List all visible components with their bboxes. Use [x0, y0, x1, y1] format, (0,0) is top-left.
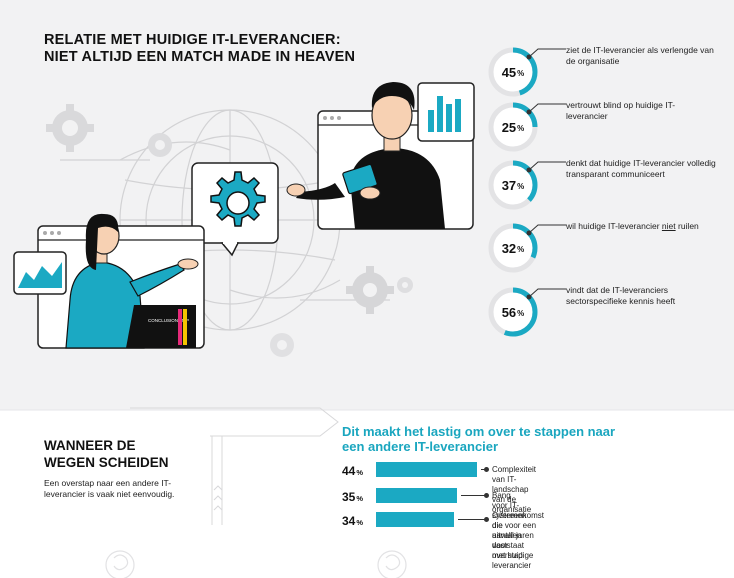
stat-item: 32% wil huidige IT-leverancier niet ruil…	[486, 221, 726, 275]
section-description: Een overstap naar een andere IT-leveranc…	[44, 478, 175, 499]
bar-label: Overeenkomst die voor een aantal jaren v…	[492, 511, 545, 570]
brain-icon	[105, 550, 135, 578]
stat-value: 56%	[501, 304, 525, 320]
bar-chart-card-icon	[417, 82, 475, 142]
stat-item: 45% ziet de IT-leverancier als verlengde…	[486, 45, 726, 99]
stat-value: 37%	[501, 177, 525, 193]
page-title: RELATIE MET HUIDIGE IT-LEVERANCIER: NIET…	[44, 32, 355, 66]
bar-connector-dot	[484, 493, 489, 498]
stat-value: 45%	[501, 64, 525, 80]
bottom-section	[0, 410, 734, 578]
obstacles-heading-line-1: Dit maakt het lastig om over te stappen …	[342, 424, 616, 439]
gear-icon	[210, 171, 266, 227]
stat-text: wil huidige IT-leverancier niet ruilen	[566, 221, 699, 231]
connector-line	[526, 288, 566, 300]
area-chart-card-icon	[13, 251, 67, 295]
stat-value: 25%	[501, 119, 525, 135]
stat-text: vertrouwt blind op huidige IT-leverancie…	[566, 100, 676, 121]
connector-line	[526, 161, 566, 173]
gear-icon	[270, 333, 294, 357]
stat-item: 25% vertrouwt blind op huidige IT-levera…	[486, 100, 726, 154]
bar-fill	[376, 488, 457, 503]
percentage-ring	[488, 160, 538, 210]
brain-icon	[377, 550, 407, 578]
bar-value: 34%	[342, 514, 364, 528]
stat-text-underlined: niet	[661, 221, 676, 231]
title-line-2: NIET ALTIJD EEN MATCH MADE IN HEAVEN	[44, 49, 356, 65]
stat-value: 32%	[501, 240, 525, 256]
section-heading-line-1: WANNEER DE	[44, 438, 136, 453]
gear-icon	[397, 277, 413, 293]
section-heading-line-2: WEGEN SCHEIDEN	[44, 455, 169, 470]
obstacles-heading-line-2: een andere IT-leverancier	[342, 439, 499, 454]
section-heading: WANNEER DE WEGEN SCHEIDEN	[44, 437, 169, 471]
bar-connector	[458, 519, 488, 520]
bar-fill	[376, 512, 455, 527]
bar-connector-dot	[484, 467, 489, 472]
percentage-ring	[488, 102, 538, 152]
connector-line	[526, 224, 566, 236]
stat-text: denkt dat huidige IT-leverancier volledi…	[566, 158, 716, 179]
road-sign-icon	[130, 407, 339, 525]
bottom-decoration	[0, 407, 734, 578]
gear-icon	[346, 266, 394, 314]
woman-figure: CONCLUSION MBP	[65, 213, 199, 349]
man-figure	[286, 82, 445, 229]
bar-connector	[460, 495, 488, 496]
stat-text: vindt dat de IT-leveranciers sectorspeci…	[566, 285, 676, 306]
bar-connector-dot	[484, 517, 489, 522]
laptop-brand-label: CONCLUSION MBP	[148, 318, 189, 323]
connector-line	[526, 103, 566, 115]
stat-text: ziet de IT-leverancier als verlengde van…	[566, 45, 714, 66]
gear-icon	[46, 104, 94, 152]
bar-fill	[376, 462, 478, 477]
bar-value: 35%	[342, 490, 364, 504]
gear-window	[191, 162, 279, 257]
bar-label: Bang voor IT-systemen die uitvallen door…	[492, 491, 527, 560]
gear-icon	[148, 133, 172, 157]
bar-value: 44%	[342, 464, 364, 478]
illustration: CONCLUSION MBP	[13, 82, 475, 357]
percentage-ring	[488, 287, 538, 337]
bar-label: Complexiteit van IT-landschap van de org…	[492, 465, 537, 514]
stat-item: 37% denkt dat huidige IT-leverancier vol…	[486, 158, 726, 212]
percentage-ring	[488, 47, 538, 97]
percentage-ring	[488, 223, 538, 273]
title-line-1: RELATIE MET HUIDIGE IT-LEVERANCIER:	[44, 32, 341, 48]
stat-item: 56% vindt dat de IT-leveranciers sectors…	[486, 285, 726, 339]
connector-line	[526, 48, 566, 60]
obstacles-heading: Dit maakt het lastig om over te stappen …	[342, 424, 615, 454]
